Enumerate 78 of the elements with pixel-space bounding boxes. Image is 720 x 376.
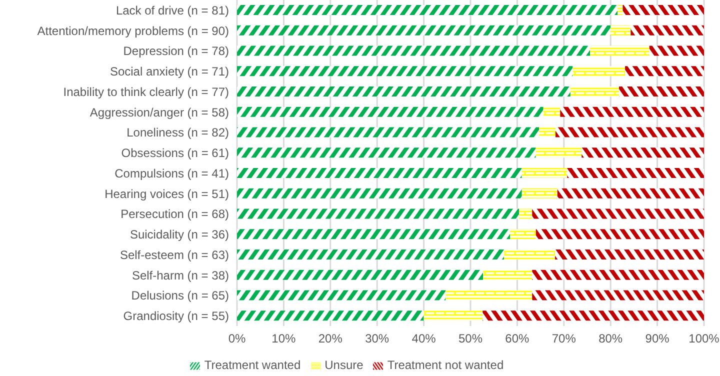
x-tick-label: 10% <box>272 332 296 346</box>
bar <box>539 127 556 138</box>
bar <box>237 46 590 56</box>
bar <box>555 250 704 260</box>
x-tick-label: 30% <box>365 332 390 346</box>
bar <box>572 66 626 76</box>
y-tick-label: Grandiosity (n = 55) <box>123 309 229 324</box>
bar <box>237 168 522 178</box>
x-tick-label: 50% <box>458 332 483 346</box>
y-tick-label: Self-esteem (n = 63) <box>120 248 229 262</box>
bar <box>567 168 704 178</box>
bar <box>532 208 704 219</box>
x-tick-label: 90% <box>645 332 670 346</box>
x-tick-label: 40% <box>412 332 436 346</box>
bar <box>532 270 704 280</box>
bar <box>237 270 484 280</box>
y-tick-label: Aggression/anger (n = 58) <box>90 105 229 120</box>
y-tick-label: Delusions (n = 65) <box>131 288 229 303</box>
bar <box>424 310 483 321</box>
bar <box>570 86 620 96</box>
bar <box>482 310 704 321</box>
bar <box>622 5 704 15</box>
bar <box>522 168 568 178</box>
legend-label: Unsure <box>324 358 364 372</box>
y-tick-label: Compulsions (n = 41) <box>114 166 229 180</box>
bar <box>237 208 520 219</box>
bar <box>446 290 532 300</box>
x-tick-label: 100% <box>688 332 720 346</box>
legend-label: Treatment not wanted <box>387 358 504 372</box>
x-tick-label: 0% <box>228 332 246 346</box>
y-tick-label: Depression (n = 78) <box>123 44 229 58</box>
bar <box>590 46 650 56</box>
bar <box>237 148 536 158</box>
y-tick-label: Loneliness (n = 82) <box>126 126 229 140</box>
bar <box>619 86 704 96</box>
bar <box>536 148 582 158</box>
bar <box>522 188 558 198</box>
bar <box>237 86 570 96</box>
bar <box>237 310 424 321</box>
bar <box>536 229 704 240</box>
y-tick-label: Obsessions (n = 61) <box>121 146 230 160</box>
bar <box>543 106 560 117</box>
x-tick-label: 60% <box>505 332 530 346</box>
bar <box>237 188 522 198</box>
bar <box>504 250 556 260</box>
bar <box>618 5 623 15</box>
bar <box>625 66 704 76</box>
bar <box>237 106 544 117</box>
bar <box>237 66 573 76</box>
bar <box>519 208 532 219</box>
bar <box>237 127 540 138</box>
y-tick-label: Suicidality (n = 36) <box>130 228 230 242</box>
bar <box>237 5 618 15</box>
x-tick-label: 20% <box>318 332 343 346</box>
x-tick-label: 80% <box>598 332 623 346</box>
bar <box>532 290 704 300</box>
y-tick-label: Inability to think clearly (n = 77) <box>63 84 229 99</box>
bar <box>483 270 532 280</box>
bar <box>557 188 704 198</box>
bar <box>237 25 611 36</box>
y-tick-label: Persecution (n = 68) <box>120 207 229 222</box>
bar <box>630 25 704 36</box>
y-tick-label: Lack of drive (n = 81) <box>116 3 229 18</box>
bar <box>649 46 704 56</box>
bar <box>237 229 510 240</box>
x-tick-label: 70% <box>552 332 576 346</box>
legend-label: Treatment wanted <box>204 358 301 372</box>
y-tick-label: Attention/memory problems (n = 90) <box>37 24 229 38</box>
bar <box>237 290 446 300</box>
y-tick-label: Hearing voices (n = 51) <box>104 186 229 201</box>
bar <box>555 127 704 138</box>
bar <box>582 148 704 158</box>
y-tick-label: Social anxiety (n = 71) <box>110 64 230 79</box>
bar <box>237 250 504 260</box>
y-tick-label: Self-harm (n = 38) <box>132 268 229 282</box>
bar <box>560 106 704 117</box>
bar <box>610 25 631 36</box>
bar <box>510 229 536 240</box>
